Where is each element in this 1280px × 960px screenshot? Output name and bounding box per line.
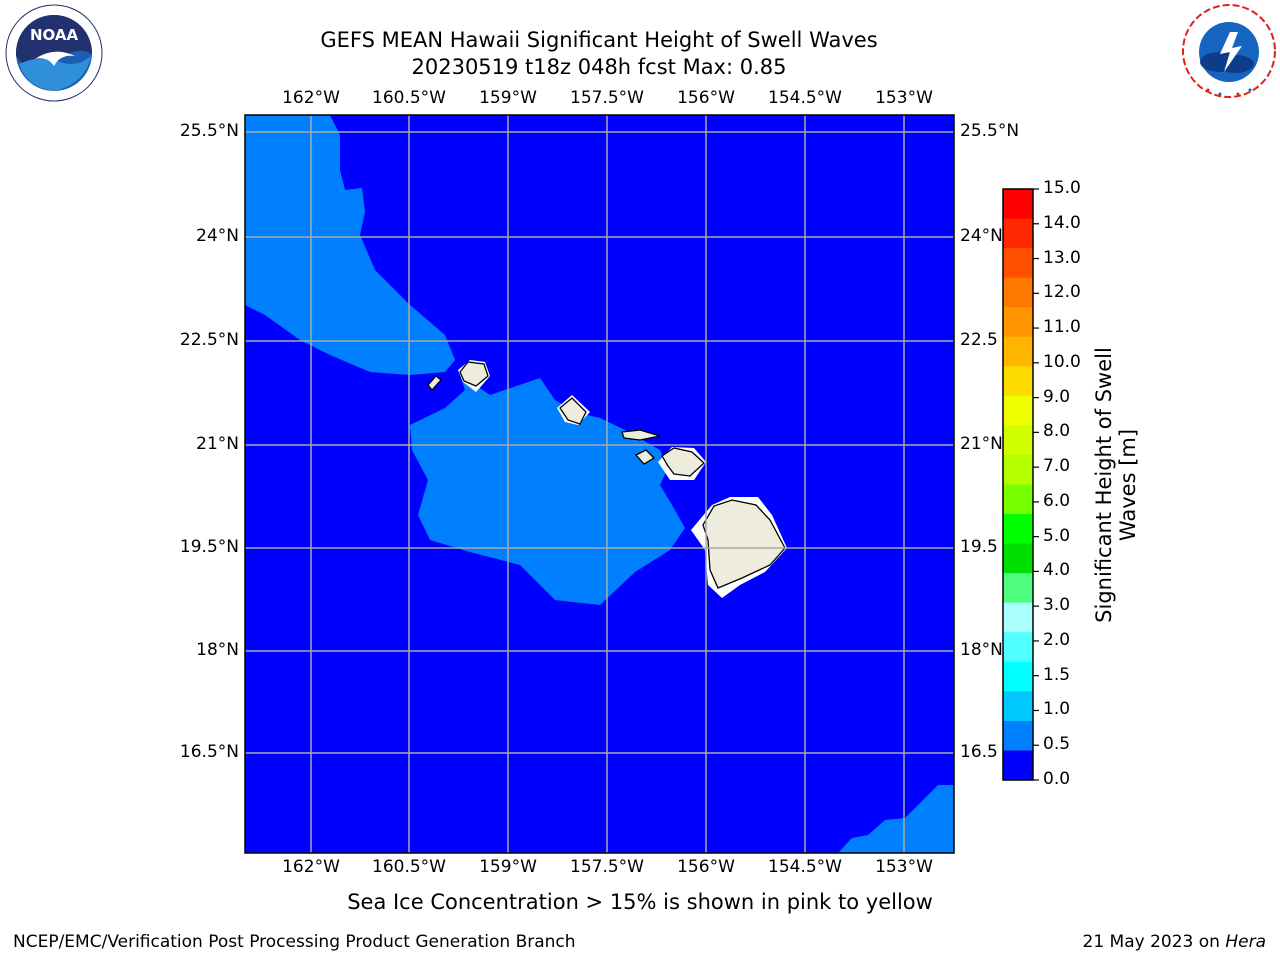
colorbar-tick-label: 11.0 [1043,317,1081,338]
colorbar-bin [1003,750,1033,781]
lon-label-top: 160.5°W [372,88,446,108]
lon-label-top: 153°W [875,88,933,108]
lat-label-left: 18°N [196,640,239,660]
lat-label-right: 21°N [960,434,1003,454]
colorbar-tick-label: 6.0 [1043,490,1071,511]
colorbar-bin [1003,307,1033,338]
colorbar-tick-label: 0.0 [1043,769,1071,789]
colorbar-bin [1003,484,1033,515]
noaa-logo-text: NOAA [30,26,79,44]
colorbar [1002,188,1039,781]
lat-label-right: 24°N [960,226,1003,246]
nws-logo [1182,4,1276,98]
colorbar-tick-label: 13.0 [1043,247,1081,268]
colorbar-bin [1003,336,1033,367]
island-molokai [621,429,661,441]
lat-label-left: 16.5°N [179,742,239,762]
colorbar-bin [1003,720,1033,751]
island-big-island [702,499,786,589]
lat-label-right: 19.5 [960,537,998,557]
colorbar-bin [1003,454,1033,485]
chart-title: GEFS MEAN Hawaii Significant Height of S… [320,28,878,52]
lon-label-bottom: 153°W [875,857,933,877]
swell-region-southeast [838,785,954,853]
lon-label-top: 159°W [479,88,537,108]
colorbar-bin [1003,661,1033,692]
colorbar-bin [1003,691,1033,722]
colorbar-tick-label: 8.0 [1043,421,1071,442]
lon-label-bottom: 156°W [677,857,735,877]
colorbar-tick-label: 1.5 [1043,664,1071,685]
colorbar-frame [1002,188,1034,781]
island-niihau [427,375,442,392]
colorbar-bin [1003,425,1033,456]
colorbar-tick-label: 10.0 [1043,351,1081,372]
graticule [245,115,954,853]
colorbar-bin [1003,189,1033,220]
lon-label-bottom: 157.5°W [570,857,644,877]
lon-label-top: 162°W [282,88,340,108]
lon-label-top: 157.5°W [570,88,644,108]
lat-label-right: 22.5 [960,330,998,350]
colorbar-bin [1003,573,1033,604]
colorbar-tick-label: 4.0 [1043,560,1071,581]
colorbar-label: Significant Height of Swell Waves [m] [1092,347,1140,623]
colorbar-tick-label: 0.5 [1043,734,1071,755]
colorbar-bin [1003,602,1033,633]
island-maui [661,447,705,477]
lon-label-top: 154.5°W [768,88,842,108]
footer-branch: NCEP/EMC/Verification Post Processing Pr… [13,932,576,952]
colorbar-tick-label: 3.0 [1043,595,1071,616]
colorbar-tick-label: 2.0 [1043,629,1071,650]
colorbar-bin [1003,248,1033,279]
colorbar-tick-label: 7.0 [1043,456,1071,477]
lat-label-left: 22.5°N [179,330,239,350]
lat-label-right: 18°N [960,640,1003,660]
map-frame [244,114,955,854]
colorbar-bin [1003,366,1033,397]
sea-ice-caption: Sea Ice Concentration > 15% is shown in … [347,890,933,914]
colorbar-tick-label: 12.0 [1043,282,1081,303]
colorbar-bin [1003,218,1033,249]
lon-label-bottom: 160.5°W [372,857,446,877]
footer-date: 21 May 2023 on Hera [1083,932,1267,952]
footer-host: Hera [1225,932,1266,952]
lat-label-right: 16.5 [960,742,998,762]
swell-band-northwest [245,115,455,375]
colorbar-tick-label: 15.0 [1043,178,1081,198]
island-lanai [634,449,656,465]
colorbar-tick-label: 1.0 [1043,699,1071,720]
lat-label-left: 25.5°N [179,121,239,141]
noaa-logo: NOAA [5,4,103,102]
colorbar-bin [1003,632,1033,663]
colorbar-tick-label: 14.0 [1043,212,1081,233]
lon-label-bottom: 162°W [282,857,340,877]
colorbar-bin [1003,514,1033,545]
lat-label-left: 24°N [196,226,239,246]
chart-subtitle: 20230519 t18z 048h fcst Max: 0.85 [411,55,787,79]
colorbar-bin [1003,543,1033,574]
lat-label-left: 19.5°N [179,537,239,557]
island-oahu [559,397,587,425]
colorbar-bin [1003,277,1033,308]
footer-date-text: 21 May 2023 on [1082,932,1226,952]
island-kauai [459,361,489,387]
colorbar-tick-label: 9.0 [1043,386,1071,407]
lat-label-left: 21°N [196,434,239,454]
lat-label-right: 25.5°N [960,121,1020,141]
lon-label-bottom: 154.5°W [768,857,842,877]
lon-label-top: 156°W [677,88,735,108]
lon-label-bottom: 159°W [479,857,537,877]
colorbar-bin [1003,395,1033,426]
colorbar-tick-label: 5.0 [1043,525,1071,546]
